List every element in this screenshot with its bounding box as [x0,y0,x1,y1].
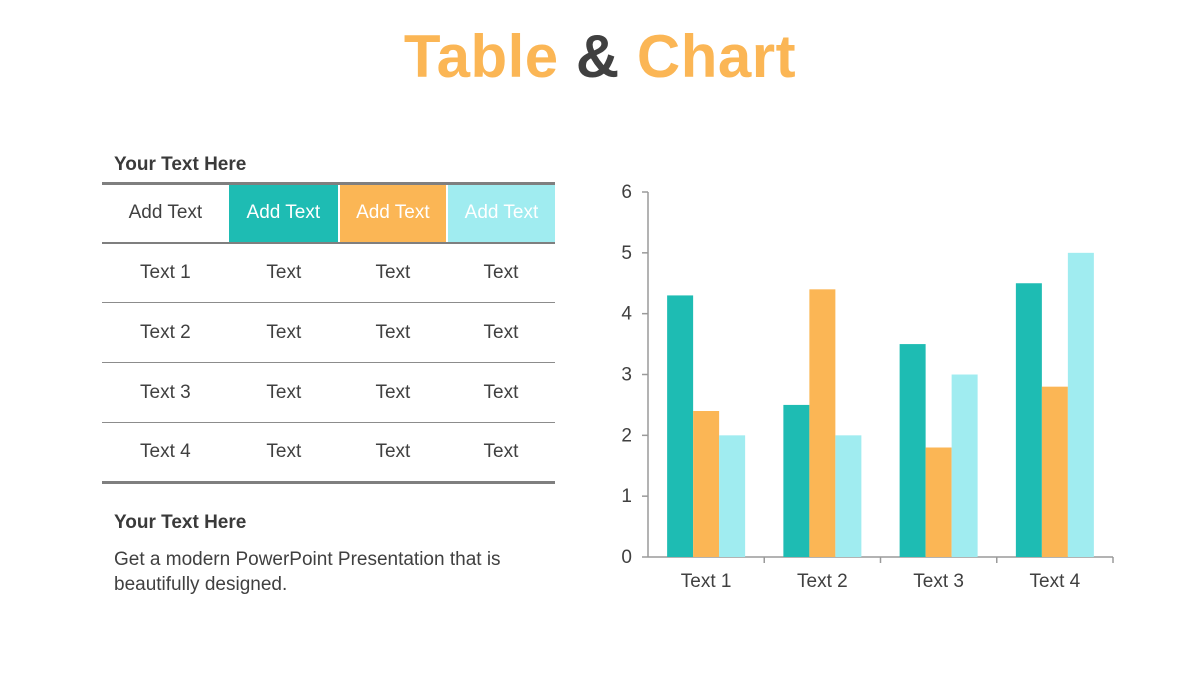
text-block-body: Get a modern PowerPoint Presentation tha… [114,549,501,595]
y-tick-label: 0 [621,547,632,568]
x-tick-label: Text 3 [913,571,964,592]
bar-chart: 0 1 2 3 4 5 6 Text 1 Text 2 Text 3 Text 4 [621,182,1114,592]
y-tick-label: 2 [621,425,632,446]
table-cell: Text 3 [102,362,229,423]
x-tick-label: Text 2 [797,571,848,592]
bar [719,435,746,557]
table-row: Text 4 Text Text Text [102,422,555,484]
table-cell: Text [338,362,447,423]
bar [809,289,836,557]
table-row: Text 3 Text Text Text [102,362,555,423]
table-cell: Text [446,242,555,303]
table-cell: Text [446,422,555,484]
table-cell: Text 2 [102,302,229,363]
bar [783,404,810,557]
bar [951,374,978,557]
table-header-cell: Add Text [102,182,229,244]
title-word-chart: Chart [636,23,797,90]
table-header-cell: Add Text [228,182,339,244]
table-cell: Text [228,422,339,484]
table-cell: Text [338,422,447,484]
table-cell: Text 1 [102,242,229,303]
bar [925,447,952,557]
table-cell: Text [446,302,555,363]
bar [667,295,694,557]
table-cell: Text [228,242,339,303]
title-ampersand: & [575,23,620,90]
y-tick-label: 4 [621,304,632,325]
table-cell: Text [446,362,555,423]
bar [1015,283,1042,557]
table-row: Text 2 Text Text Text [102,302,555,363]
table-cell: Text [228,302,339,363]
table-heading: Your Text Here [114,154,247,175]
x-tick-label: Text 1 [681,571,732,592]
bar [1041,386,1068,557]
text-block-heading: Your Text Here [114,512,247,533]
table-header-cell: Add Text [337,182,447,244]
bar [899,344,926,557]
table-cell: Text [228,362,339,423]
table-cell: Text [338,302,447,363]
table-cell: Text 4 [102,422,229,484]
y-tick-label: 3 [621,365,632,386]
y-tick-label: 1 [621,486,632,507]
table-row: Text 1 Text Text Text [102,242,555,303]
y-tick-label: 6 [621,182,632,203]
slide-title: Table & Chart [0,22,1200,91]
title-word-table: Table [403,23,559,90]
bar [835,435,862,557]
table-header-row: Add Text Add Text Add Text Add Text [102,182,555,244]
table-header-cell: Add Text [445,182,555,244]
data-table: Add Text Add Text Add Text Add Text Text… [102,182,555,484]
bar [1067,252,1094,557]
bar [693,411,720,557]
table-cell: Text [338,242,447,303]
x-tick-label: Text 4 [1030,571,1081,592]
y-tick-label: 5 [621,243,632,264]
